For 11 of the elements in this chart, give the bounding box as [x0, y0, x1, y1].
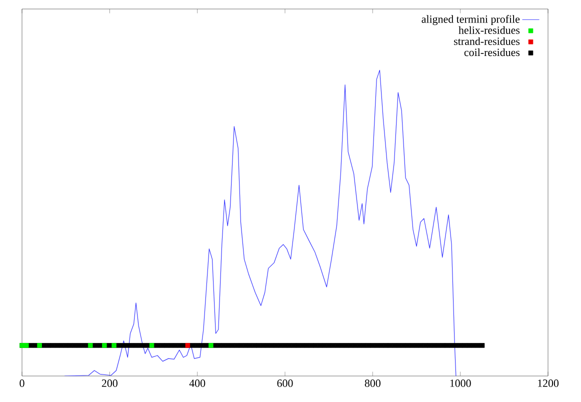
legend-label: helix-residues	[458, 26, 520, 34]
x-tick-label: 200	[102, 380, 118, 387]
legend-label: aligned termini profile	[422, 15, 520, 26]
legend-label: strand-residues	[454, 37, 520, 46]
x-tick-label: 400	[189, 380, 206, 387]
x-tick-label: 1200	[538, 380, 559, 387]
x-tick-label: 1000	[450, 380, 471, 387]
legend-label: coil-residues	[464, 48, 520, 56]
x-tick-label: 800	[364, 380, 380, 387]
x-tick-label: 0	[20, 380, 24, 387]
x-tick-label: 600	[277, 380, 293, 387]
